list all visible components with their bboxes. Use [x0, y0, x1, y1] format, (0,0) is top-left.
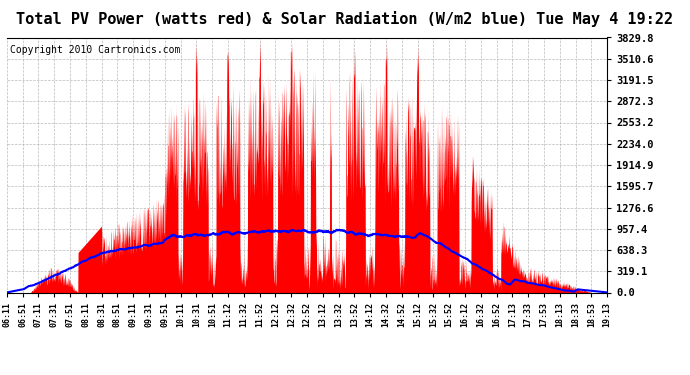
Text: Total PV Power (watts red) & Solar Radiation (W/m2 blue) Tue May 4 19:22: Total PV Power (watts red) & Solar Radia… [17, 11, 673, 27]
Text: Copyright 2010 Cartronics.com: Copyright 2010 Cartronics.com [10, 45, 180, 55]
